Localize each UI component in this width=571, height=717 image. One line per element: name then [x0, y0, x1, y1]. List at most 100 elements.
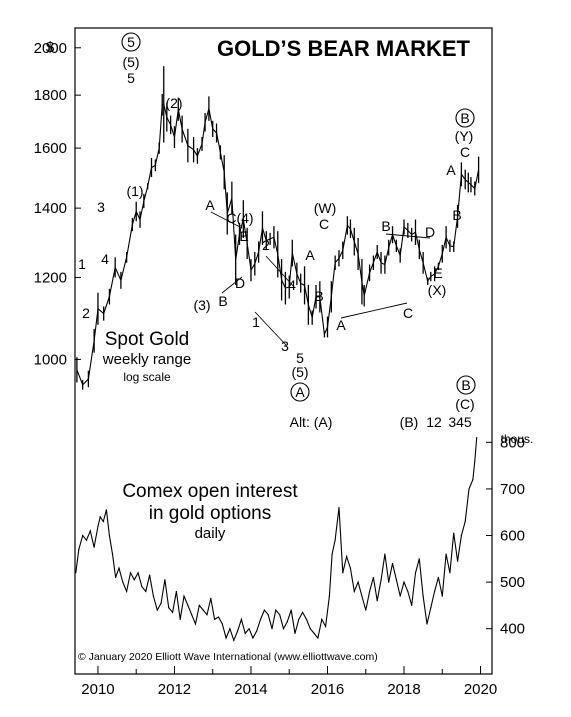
x-tick-label: 2012	[158, 681, 191, 698]
open-interest-point	[365, 609, 367, 611]
open-interest-point	[259, 618, 262, 620]
bottom-y-tick-label: 600	[500, 528, 525, 545]
alt-count-label-c: (C)	[455, 396, 474, 412]
wave-label-circled-a: A	[295, 384, 305, 400]
top-y-axis: 1000 1200 1400 1600 1800 2000	[34, 40, 81, 368]
trendline-b-d	[221, 276, 243, 294]
x-tick-label: 2010	[81, 681, 114, 698]
trendline-1-3	[254, 311, 287, 346]
top-y-tick-label: 2000	[34, 40, 67, 57]
wave-label-2-paren: (2)	[165, 95, 182, 111]
open-interest-point	[206, 614, 208, 616]
open-interest-point	[468, 488, 470, 490]
alt-count-label-circled-b: B	[461, 377, 470, 393]
open-interest-point	[313, 632, 315, 634]
x-tick-label: 2016	[311, 681, 344, 698]
open-interest-point	[342, 572, 344, 574]
bottom-y-tick-label: 500	[500, 574, 525, 591]
open-interest-point	[328, 595, 331, 597]
wave-label-5-paren-bottom: (5)	[291, 364, 308, 380]
top-panel-scale-note: log scale	[123, 370, 171, 384]
open-interest-point	[187, 604, 189, 606]
open-interest-point	[164, 579, 166, 581]
open-interest-point	[474, 460, 476, 462]
trendline-x-a-c	[340, 302, 408, 319]
wave-label-y-a: A	[446, 162, 456, 178]
wave-label-5-paren-top: (5)	[122, 54, 139, 70]
open-interest-point	[89, 530, 91, 532]
open-interest-point	[233, 639, 235, 641]
wave-label-2-early: 2	[82, 305, 90, 321]
open-interest-point	[240, 618, 243, 620]
open-interest-point	[141, 586, 143, 588]
open-interest-point	[403, 581, 405, 583]
x-tick-label: 2020	[464, 681, 497, 698]
open-interest-point	[302, 611, 304, 613]
open-interest-point	[202, 609, 204, 611]
wave-label-a-2013: A	[205, 197, 215, 213]
open-interest-point	[407, 590, 409, 593]
open-interest-point	[156, 609, 158, 611]
open-interest-point	[391, 562, 394, 565]
chart-title: GOLD’S BEAR MARKET	[217, 36, 471, 61]
open-interest-point	[399, 595, 401, 597]
x-tick-label: 2014	[234, 681, 267, 698]
open-interest-point	[256, 630, 258, 632]
wave-label-x-d: D	[425, 224, 435, 240]
open-interest-point	[286, 621, 288, 623]
open-interest-point	[317, 637, 319, 639]
wave-label-4-early: 4	[101, 251, 109, 267]
open-interest-point	[99, 516, 101, 518]
top-y-tick-label: 1600	[34, 140, 67, 157]
wave-label-y-c: C	[460, 144, 470, 160]
top-y-tick-label: 1800	[34, 87, 67, 104]
open-interest-point	[476, 437, 478, 439]
x-tick-label: 2018	[387, 681, 420, 698]
open-interest-point	[149, 574, 151, 576]
top-y-tick-label: 1400	[34, 200, 67, 217]
wave-label-1-paren: (1)	[126, 183, 143, 199]
wave-label-circled-5: 5	[127, 34, 135, 50]
open-interest-point	[453, 532, 455, 534]
open-interest-point	[114, 576, 117, 579]
spot-gold-line	[76, 103, 480, 386]
open-interest-point	[441, 595, 443, 597]
bottom-axis-unit: thous.	[501, 432, 534, 446]
open-interest-point	[225, 637, 227, 639]
wave-label-circled-b-top: B	[460, 110, 469, 126]
top-panel-name: Spot Gold	[105, 329, 190, 350]
open-interest-point	[75, 572, 77, 574]
wave-label-5-2015: 5	[296, 350, 304, 366]
wave-label-w-b: B	[314, 288, 323, 304]
open-interest-point	[93, 546, 95, 548]
open-interest-point	[137, 572, 139, 574]
open-interest-point	[85, 539, 88, 541]
open-interest-point	[191, 614, 193, 616]
bottom-panel-frequency: daily	[195, 525, 226, 542]
open-interest-point	[244, 632, 246, 634]
open-interest-point	[309, 628, 311, 630]
wave-labels: 5 (5) 5 (2) (1) 1 2 3 4 A C(4) E D B (3)…	[78, 32, 476, 430]
bottom-y-tick-label: 400	[500, 621, 525, 638]
bottom-y-tick-label: 700	[500, 481, 525, 498]
open-interest-point	[171, 611, 174, 613]
open-interest-point	[102, 520, 104, 523]
open-interest-point	[437, 576, 440, 579]
alt-count-label-12: 12	[426, 414, 442, 430]
open-interest-point	[175, 590, 177, 593]
open-interest-point	[426, 623, 428, 625]
open-interest-point	[275, 609, 277, 611]
copyright-note: © January 2020 Elliott Wave Internationa…	[78, 651, 378, 663]
bottom-panel-name-line2: in gold options	[149, 503, 272, 524]
wave-label-3-early: 3	[97, 199, 105, 215]
top-axis-unit: $	[46, 39, 55, 56]
open-interest-point	[305, 618, 308, 620]
wave-label-x-c: C	[403, 305, 413, 321]
open-interest-point	[460, 534, 462, 537]
wave-label-1-2014: 1	[252, 314, 260, 330]
open-interest-point	[160, 602, 162, 604]
open-interest-point	[198, 604, 200, 606]
circle-b-marker-alt	[456, 375, 476, 395]
open-interest-point	[456, 560, 459, 562]
